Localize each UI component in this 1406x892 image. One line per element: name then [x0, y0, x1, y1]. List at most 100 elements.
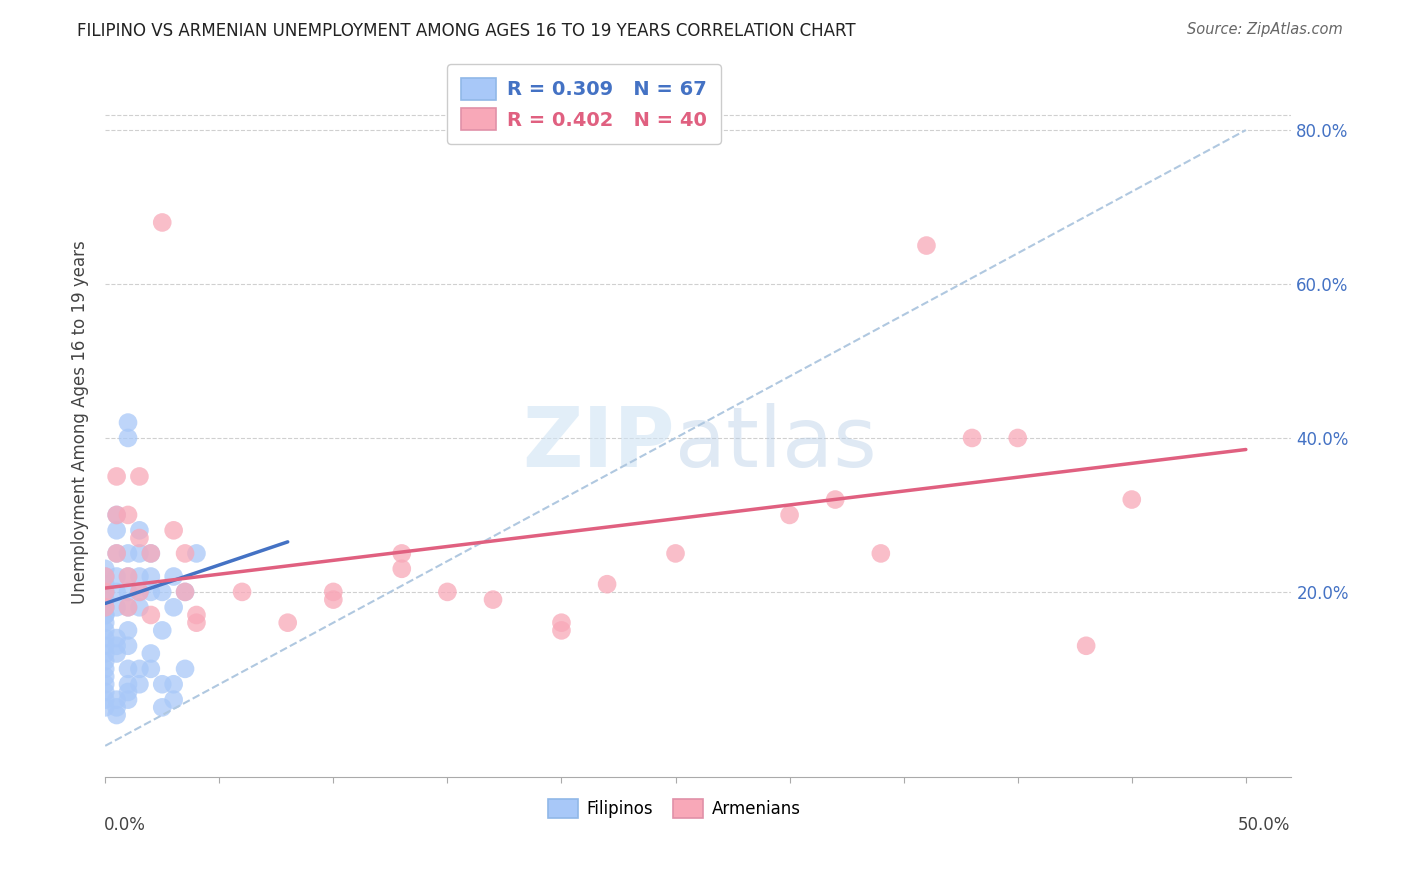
Point — [117, 416, 139, 430]
Point — [94, 585, 117, 599]
Point — [139, 662, 162, 676]
Point — [163, 600, 186, 615]
Point — [128, 585, 150, 599]
Point — [163, 677, 186, 691]
Text: atlas: atlas — [675, 403, 876, 484]
Point — [139, 607, 162, 622]
Text: 0.0%: 0.0% — [104, 815, 146, 833]
Point — [94, 647, 117, 661]
Point — [117, 569, 139, 583]
Point — [174, 585, 197, 599]
Point — [105, 631, 128, 645]
Point — [117, 624, 139, 638]
Y-axis label: Unemployment Among Ages 16 to 19 years: Unemployment Among Ages 16 to 19 years — [72, 241, 89, 605]
Point — [779, 508, 801, 522]
Point — [1007, 431, 1029, 445]
Point — [824, 492, 846, 507]
Point — [596, 577, 619, 591]
Point — [163, 569, 186, 583]
Point — [105, 469, 128, 483]
Point — [105, 508, 128, 522]
Point — [174, 662, 197, 676]
Point — [139, 546, 162, 560]
Point — [105, 546, 128, 560]
Point — [105, 700, 128, 714]
Point — [94, 569, 117, 583]
Point — [139, 569, 162, 583]
Point — [94, 700, 117, 714]
Point — [139, 546, 162, 560]
Point — [117, 585, 139, 599]
Point — [105, 569, 128, 583]
Point — [174, 546, 197, 560]
Point — [277, 615, 299, 630]
Point — [139, 585, 162, 599]
Point — [322, 585, 344, 599]
Point — [94, 592, 117, 607]
Point — [128, 524, 150, 538]
Point — [117, 431, 139, 445]
Point — [664, 546, 686, 560]
Point — [105, 708, 128, 723]
Point — [94, 600, 117, 615]
Point — [105, 524, 128, 538]
Point — [94, 562, 117, 576]
Point — [1076, 639, 1098, 653]
Point — [94, 685, 117, 699]
Point — [105, 639, 128, 653]
Point — [105, 692, 128, 706]
Point — [105, 600, 128, 615]
Point — [128, 677, 150, 691]
Point — [550, 615, 572, 630]
Text: 50.0%: 50.0% — [1239, 815, 1291, 833]
Point — [163, 524, 186, 538]
Point — [94, 607, 117, 622]
Point — [150, 624, 173, 638]
Point — [186, 546, 208, 560]
Point — [94, 577, 117, 591]
Point — [94, 607, 117, 622]
Point — [436, 585, 458, 599]
Point — [139, 647, 162, 661]
Point — [94, 624, 117, 638]
Point — [94, 669, 117, 683]
Point — [231, 585, 253, 599]
Point — [94, 654, 117, 668]
Point — [94, 692, 117, 706]
Point — [94, 677, 117, 691]
Point — [94, 639, 117, 653]
Text: ZIP: ZIP — [522, 403, 675, 484]
Point — [391, 546, 413, 560]
Point — [128, 585, 150, 599]
Text: FILIPINO VS ARMENIAN UNEMPLOYMENT AMONG AGES 16 TO 19 YEARS CORRELATION CHART: FILIPINO VS ARMENIAN UNEMPLOYMENT AMONG … — [77, 22, 856, 40]
Point — [117, 600, 139, 615]
Point — [128, 546, 150, 560]
Point — [105, 546, 128, 560]
Point — [105, 647, 128, 661]
Point — [869, 546, 891, 560]
Point — [482, 592, 505, 607]
Point — [128, 469, 150, 483]
Point — [550, 624, 572, 638]
Point — [150, 585, 173, 599]
Point — [128, 662, 150, 676]
Point — [128, 531, 150, 545]
Point — [322, 592, 344, 607]
Point — [94, 600, 117, 615]
Point — [186, 615, 208, 630]
Point — [117, 569, 139, 583]
Point — [105, 585, 128, 599]
Point — [150, 677, 173, 691]
Legend: Filipinos, Armenians: Filipinos, Armenians — [541, 792, 807, 825]
Point — [186, 607, 208, 622]
Point — [117, 546, 139, 560]
Point — [117, 692, 139, 706]
Point — [960, 431, 983, 445]
Point — [94, 662, 117, 676]
Point — [174, 585, 197, 599]
Point — [1121, 492, 1143, 507]
Point — [105, 508, 128, 522]
Text: Source: ZipAtlas.com: Source: ZipAtlas.com — [1187, 22, 1343, 37]
Point — [117, 600, 139, 615]
Point — [94, 631, 117, 645]
